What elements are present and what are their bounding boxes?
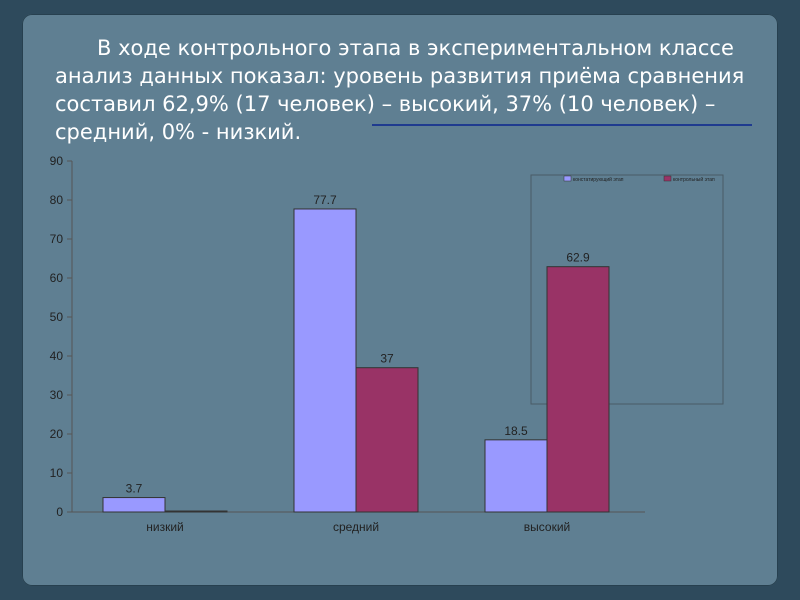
- y-tick-label: 40: [50, 349, 64, 363]
- title-underline: [372, 124, 752, 126]
- y-tick-label: 70: [50, 232, 64, 246]
- legend-label: констатирующий этап: [573, 176, 624, 183]
- legend-frame: [530, 174, 724, 405]
- data-label: 62.9: [566, 251, 590, 265]
- y-tick-label: 60: [50, 271, 64, 285]
- legend-swatch: [663, 175, 672, 182]
- slide-title: В ходе контрольного этапа в эксперимента…: [55, 36, 745, 144]
- x-category-label: низкий: [146, 520, 184, 534]
- legend-label: контрольный этап: [673, 176, 715, 183]
- data-label: 18.5: [504, 424, 528, 438]
- legend: констатирующий этап контрольный этап: [530, 174, 724, 405]
- bar-series1-0: [102, 497, 166, 513]
- data-label: 37: [380, 352, 394, 366]
- y-tick-label: 50: [50, 310, 64, 324]
- y-tick-label: 90: [50, 154, 64, 168]
- y-tick-label: 80: [50, 193, 64, 207]
- y-tick-label: 0: [56, 505, 63, 519]
- x-category-label: средний: [333, 520, 379, 534]
- y-tick-label: 20: [50, 427, 64, 441]
- bar-series2-2: [546, 266, 610, 513]
- data-label: 3.7: [126, 482, 143, 496]
- legend-swatch: [563, 175, 572, 182]
- bar-series1-1: [293, 208, 357, 513]
- y-tick-label: 30: [50, 388, 64, 402]
- data-label: 77.7: [313, 193, 337, 207]
- bar-series2-0: [164, 510, 228, 513]
- y-tick-label: 10: [50, 466, 64, 480]
- bar-series1-2: [484, 439, 548, 513]
- x-category-label: высокий: [524, 520, 570, 534]
- bar-series2-1: [355, 367, 419, 513]
